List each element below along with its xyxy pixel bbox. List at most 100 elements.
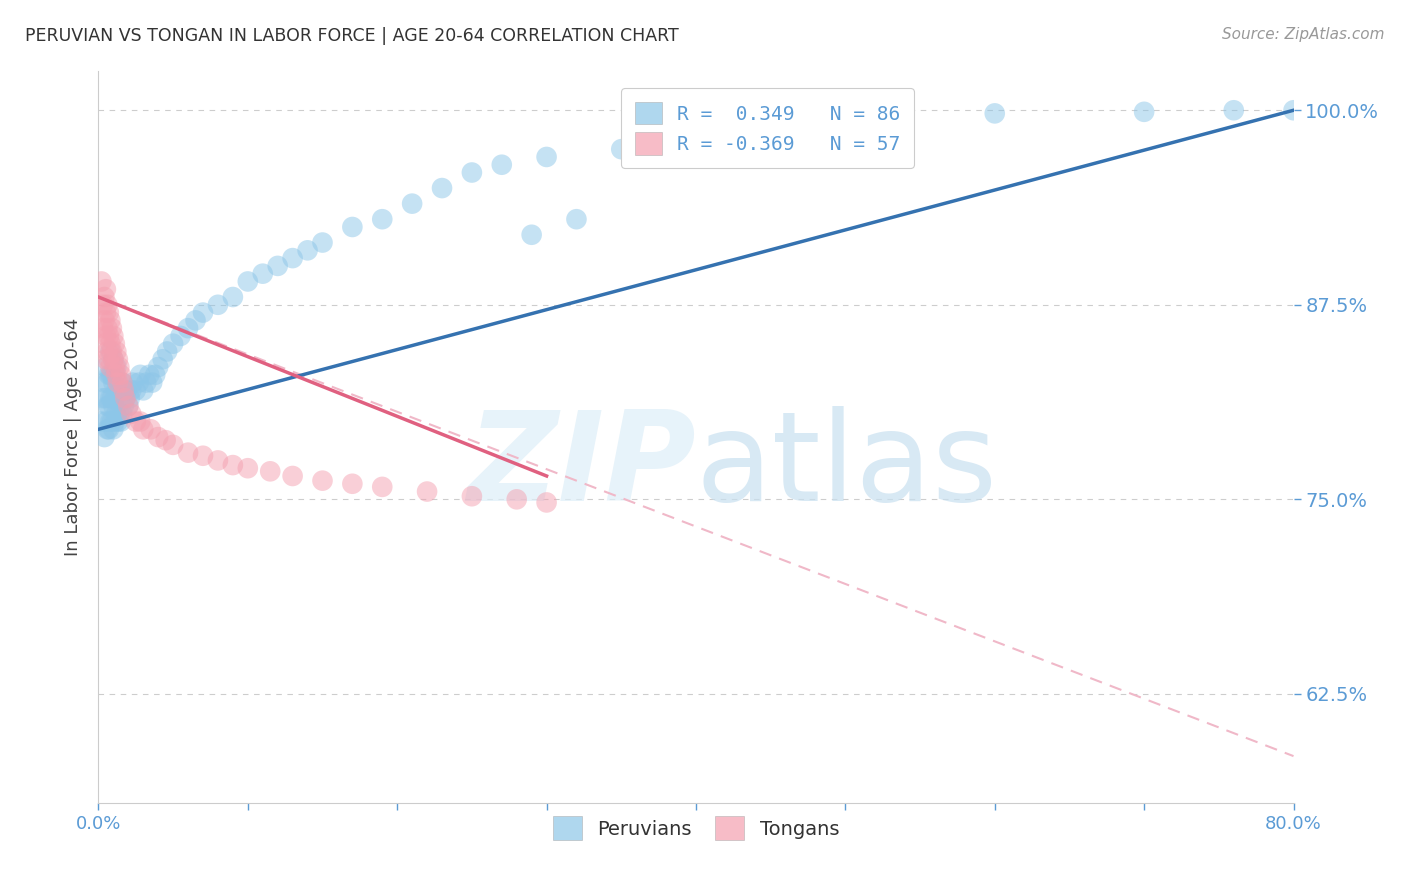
Point bbox=[141, 376, 163, 390]
Point bbox=[129, 368, 152, 382]
Point bbox=[114, 391, 136, 405]
Point bbox=[101, 415, 124, 429]
Point bbox=[506, 492, 529, 507]
Point bbox=[191, 305, 214, 319]
Point bbox=[461, 165, 484, 179]
Point bbox=[461, 489, 484, 503]
Point bbox=[105, 384, 128, 398]
Point bbox=[112, 399, 135, 413]
Point bbox=[371, 212, 394, 227]
Point bbox=[93, 430, 115, 444]
Point bbox=[520, 227, 543, 242]
Point bbox=[103, 329, 125, 343]
Point bbox=[115, 384, 138, 398]
Point bbox=[139, 422, 162, 436]
Point bbox=[1133, 104, 1156, 119]
Point bbox=[97, 368, 120, 382]
Point bbox=[94, 415, 117, 429]
Point bbox=[267, 259, 290, 273]
Point bbox=[98, 391, 122, 405]
Point bbox=[342, 219, 364, 234]
Point bbox=[125, 384, 148, 398]
Point bbox=[148, 359, 170, 374]
Point bbox=[107, 415, 129, 429]
Point bbox=[111, 376, 134, 390]
Point bbox=[114, 391, 136, 405]
Point bbox=[110, 368, 132, 382]
Point bbox=[96, 344, 118, 359]
Legend: Peruvians, Tongans: Peruvians, Tongans bbox=[544, 809, 848, 848]
Point bbox=[98, 313, 122, 327]
Point bbox=[90, 275, 112, 289]
Point bbox=[101, 321, 124, 335]
Point bbox=[94, 359, 117, 374]
Point bbox=[90, 415, 112, 429]
Point bbox=[685, 127, 707, 141]
Point bbox=[148, 430, 170, 444]
Point bbox=[132, 384, 155, 398]
Point bbox=[118, 391, 141, 405]
Point bbox=[129, 415, 152, 429]
Point bbox=[96, 422, 118, 436]
Point bbox=[94, 282, 117, 296]
Point bbox=[207, 298, 229, 312]
Point bbox=[94, 305, 117, 319]
Point bbox=[97, 329, 120, 343]
Point bbox=[97, 352, 120, 367]
Point bbox=[94, 329, 117, 343]
Point bbox=[101, 344, 124, 359]
Point bbox=[96, 298, 118, 312]
Point bbox=[371, 480, 394, 494]
Point bbox=[177, 445, 200, 459]
Point bbox=[259, 464, 281, 478]
Point bbox=[108, 359, 131, 374]
Point bbox=[104, 415, 127, 429]
Point bbox=[98, 368, 122, 382]
Point bbox=[91, 391, 114, 405]
Point bbox=[96, 399, 118, 413]
Point bbox=[103, 422, 125, 436]
Point bbox=[143, 368, 166, 382]
Point bbox=[984, 106, 1007, 120]
Point bbox=[111, 407, 134, 421]
Point bbox=[98, 336, 122, 351]
Point bbox=[98, 359, 122, 374]
Point bbox=[103, 399, 125, 413]
Point bbox=[138, 368, 160, 382]
Point bbox=[107, 376, 129, 390]
Point bbox=[107, 384, 129, 398]
Point bbox=[491, 158, 513, 172]
Point bbox=[94, 352, 117, 367]
Point bbox=[96, 376, 118, 390]
Point bbox=[110, 415, 132, 429]
Text: PERUVIAN VS TONGAN IN LABOR FORCE | AGE 20-64 CORRELATION CHART: PERUVIAN VS TONGAN IN LABOR FORCE | AGE … bbox=[25, 27, 679, 45]
Text: ZIP: ZIP bbox=[467, 406, 696, 527]
Point bbox=[104, 368, 127, 382]
Point bbox=[117, 399, 139, 413]
Point bbox=[169, 329, 191, 343]
Point bbox=[101, 368, 124, 382]
Point bbox=[236, 461, 259, 475]
Point bbox=[101, 391, 124, 405]
Point bbox=[252, 267, 274, 281]
Point bbox=[401, 196, 423, 211]
Point bbox=[121, 376, 143, 390]
Point bbox=[98, 344, 122, 359]
Point bbox=[98, 415, 122, 429]
Point bbox=[156, 344, 179, 359]
Point bbox=[93, 313, 115, 327]
Point bbox=[536, 495, 558, 509]
Point bbox=[222, 458, 245, 472]
Point bbox=[108, 407, 131, 421]
Point bbox=[207, 453, 229, 467]
Point bbox=[342, 476, 364, 491]
Point bbox=[155, 433, 177, 447]
Point bbox=[184, 313, 207, 327]
Point bbox=[128, 376, 150, 390]
Point bbox=[135, 376, 157, 390]
Y-axis label: In Labor Force | Age 20-64: In Labor Force | Age 20-64 bbox=[63, 318, 82, 557]
Point bbox=[103, 352, 125, 367]
Point bbox=[430, 181, 453, 195]
Point bbox=[281, 469, 304, 483]
Point bbox=[162, 336, 184, 351]
